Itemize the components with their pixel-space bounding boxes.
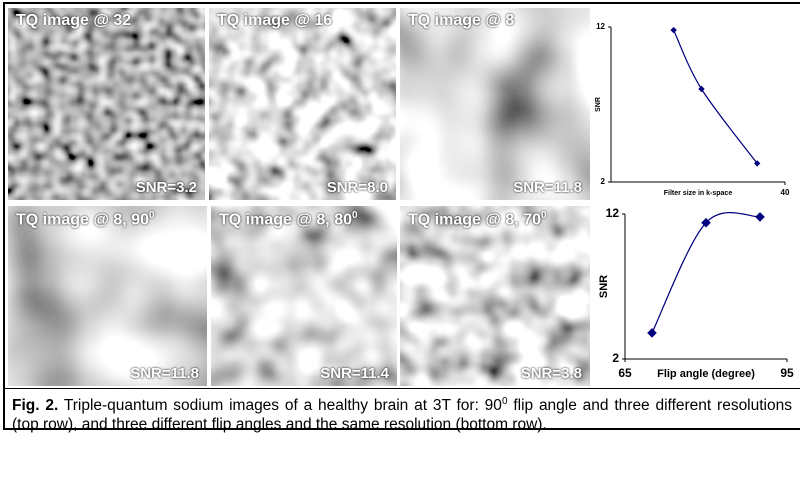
data-point <box>670 27 676 33</box>
y-axis-label: SNR <box>595 97 602 112</box>
x-axis-label: Filter size in k-space <box>664 190 733 197</box>
series-line <box>674 30 758 163</box>
x-tick-label: 40 <box>781 188 790 197</box>
series-line <box>652 213 760 333</box>
x-axis-label: Flip angle (degree) <box>657 368 755 380</box>
data-point <box>647 328 657 338</box>
caption-label: Fig. 2. <box>12 397 58 414</box>
caption-text: Triple-quantum sodium images of a health… <box>58 397 502 414</box>
y-tick-label: 2 <box>601 177 606 186</box>
x-tick-label: 65 <box>618 366 632 380</box>
y-tick-label: 12 <box>596 22 605 31</box>
y-tick-label: 2 <box>612 351 619 365</box>
y-tick-label: 12 <box>606 206 620 220</box>
data-point <box>755 212 765 222</box>
caption: Fig. 2. Triple-quantum sodium images of … <box>12 392 792 434</box>
x-tick-label: 95 <box>780 366 794 380</box>
y-axis-label: SNR <box>598 275 610 298</box>
page: {"panels": [ {"label": "TQ image @ 32", … <box>0 0 800 487</box>
data-point <box>698 86 704 92</box>
charts: 2 12 40 Filter size in k-space SNR 2 12 65 95 Fli… <box>0 0 800 390</box>
